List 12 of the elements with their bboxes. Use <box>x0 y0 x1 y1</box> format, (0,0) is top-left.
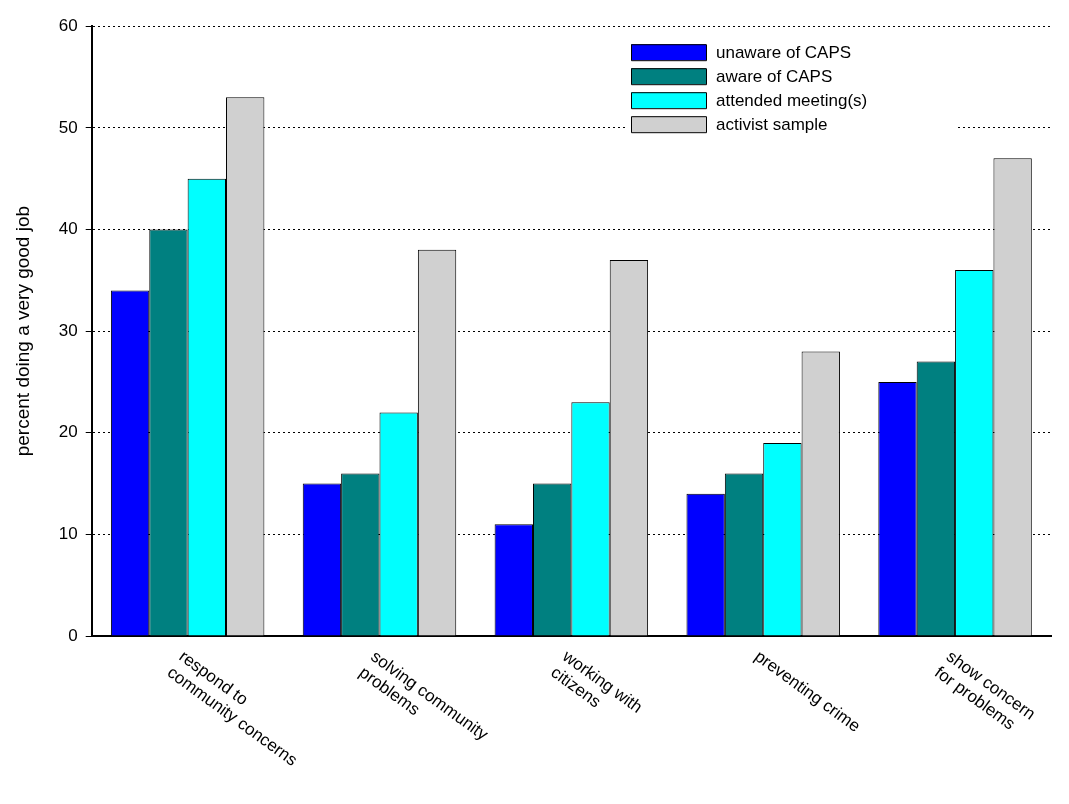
y-axis-title: percent doing a very good job <box>11 205 33 457</box>
y-tick-label: 30 <box>58 320 78 340</box>
y-tick-label: 20 <box>58 422 78 442</box>
y-tick-label: 40 <box>58 219 78 239</box>
legend-label: aware of CAPS <box>716 66 833 86</box>
legend-label: activist sample <box>716 114 828 134</box>
y-tick-label: 10 <box>58 524 78 544</box>
y-tick-label: 60 <box>58 15 78 35</box>
y-tick-label: 50 <box>58 117 78 137</box>
legend-label: attended meeting(s) <box>716 90 868 110</box>
y-tick-label: 0 <box>68 625 78 645</box>
legend-label: unaware of CAPS <box>716 42 852 62</box>
